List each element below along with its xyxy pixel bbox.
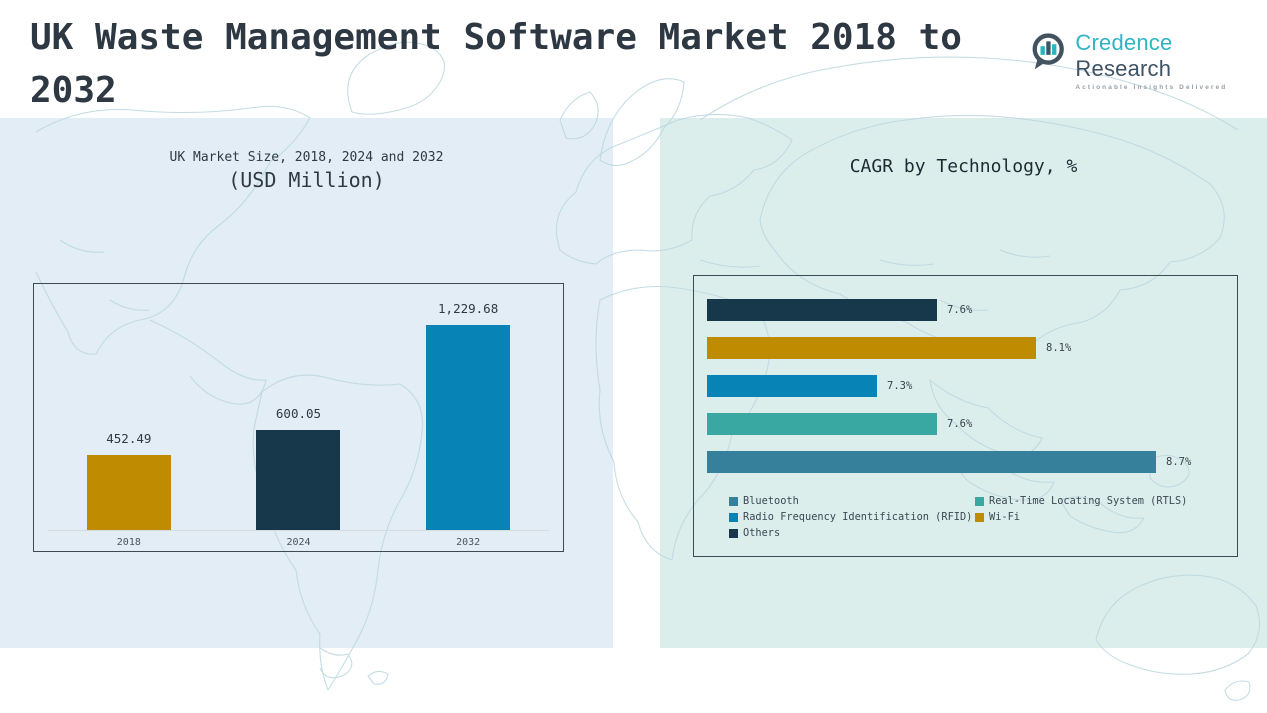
market-size-plot-area: 452.49 600.05 1,229.68 [34, 284, 563, 531]
hbar-bluetooth [707, 451, 1156, 473]
bar-group-2024: 600.05 [256, 406, 341, 531]
hbar-row: 7.3% [707, 375, 1224, 397]
legend-label-rtls: Real-Time Locating System (RTLS) [989, 495, 1188, 507]
x-axis-label-2018: 2018 [116, 537, 141, 548]
legend-marker-rfid [729, 512, 738, 522]
logo-wordmark: Credence Research [1075, 30, 1267, 82]
legend-item-bluetooth: Bluetooth [729, 495, 975, 507]
legend-item-rtls: Real-Time Locating System (RTLS) [975, 495, 1187, 507]
hbar-real-time-locating-system-rtls- [707, 413, 937, 435]
hbar-value-label: 7.6% [947, 304, 973, 316]
hbar-row: 8.7% [707, 451, 1224, 473]
legend-item-rfid: Radio Frequency Identification (RFID) [729, 511, 975, 523]
hbar-value-label: 8.1% [1046, 342, 1072, 354]
hbar-row: 8.1% [707, 337, 1224, 359]
cagr-plot-area: 7.6% 8.1% 7.3% 7.6% 8.7% [707, 299, 1224, 489]
logo-tagline: Actionable Insights Delivered [1075, 84, 1228, 91]
cagr-bar-chart: 7.6% 8.1% 7.3% 7.6% 8.7% Bluetooth Real-Time … [693, 275, 1238, 557]
hbar-value-label: 8.7% [1166, 456, 1192, 468]
market-size-x-axis: 2018 2024 2032 [34, 537, 563, 548]
bar-value-label: 1,229.68 [438, 301, 499, 316]
page-title: UK Waste Management Software Market 2018… [30, 17, 962, 111]
hbar-row: 7.6% [707, 413, 1224, 435]
hbar-value-label: 7.6% [947, 418, 973, 430]
bar-group-2032: 1,229.68 [426, 301, 511, 531]
legend-marker-bluetooth [729, 496, 738, 506]
market-size-chart-title: UK Market Size, 2018, 2024 and 2032 (USD… [0, 150, 613, 192]
market-size-title-line1: UK Market Size, 2018, 2024 and 2032 [169, 150, 444, 165]
hbar-radio-frequency-identification-rfid- [707, 375, 877, 397]
legend-label-rfid: Radio Frequency Identification (RFID) [743, 511, 973, 523]
legend-label-bluetooth: Bluetooth [743, 495, 799, 507]
cagr-legend: Bluetooth Real-Time Locating System (RTLS… [729, 495, 1187, 539]
logo-bar-chart-icon [1032, 33, 1064, 70]
credence-research-logo: Credence Research Actionable Insights De… [1028, 30, 1267, 91]
logo-word-research: Research [1075, 56, 1172, 81]
bar-2024 [256, 430, 341, 531]
bar-2018 [86, 455, 171, 531]
x-axis-label-2024: 2024 [286, 537, 311, 548]
cagr-chart-title: CAGR by Technology, % [849, 156, 1078, 177]
legend-label-wifi: Wi-Fi [989, 511, 1020, 523]
bar-value-label: 452.49 [106, 431, 152, 446]
hbar-wi-fi [707, 337, 1036, 359]
market-size-bar-chart: 452.49 600.05 1,229.68 2018 2024 2032 [33, 283, 564, 552]
legend-item-wifi: Wi-Fi [975, 511, 1187, 523]
hbar-others [707, 299, 937, 321]
logo-word-credence: Credence [1075, 30, 1173, 55]
hbar-row: 7.6% [707, 299, 1224, 321]
bar-group-2018: 452.49 [86, 431, 171, 531]
legend-label-others: Others [743, 527, 781, 539]
bar-value-label: 600.05 [275, 406, 322, 421]
x-axis-label-2032: 2032 [456, 537, 481, 548]
legend-marker-wifi [975, 512, 984, 522]
legend-item-others: Others [729, 527, 975, 539]
market-size-title-line2: (USD Million) [228, 168, 385, 192]
bar-2032 [426, 325, 511, 531]
legend-marker-others [729, 528, 738, 538]
hbar-value-label: 7.3% [887, 380, 913, 392]
legend-marker-rtls [975, 496, 984, 506]
